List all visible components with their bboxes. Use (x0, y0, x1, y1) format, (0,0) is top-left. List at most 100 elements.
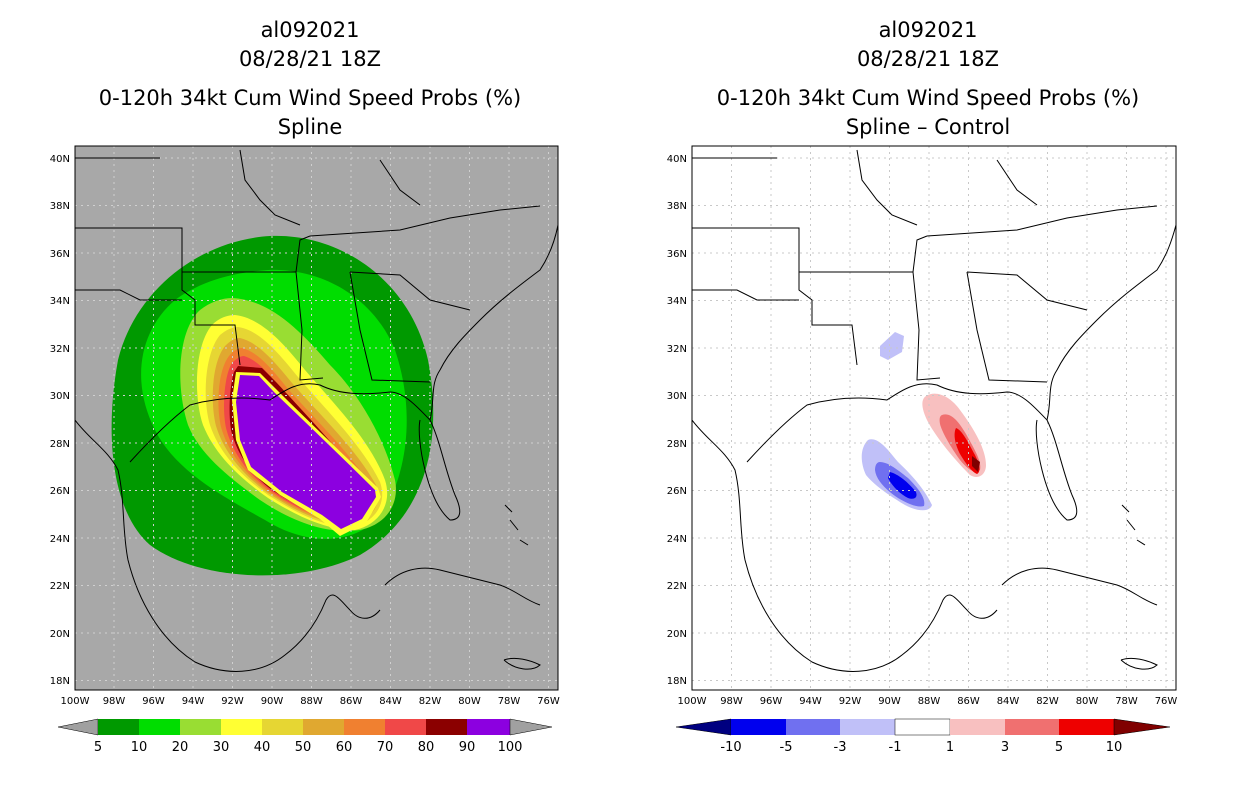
left-colorbar-label: 10 (131, 740, 148, 755)
lat-label: 32N (50, 344, 70, 355)
lon-label: 86W (340, 696, 363, 707)
right-colorbar-box (950, 719, 1005, 735)
lon-label: 90W (261, 696, 284, 707)
left-colorbar-label: 30 (213, 740, 230, 755)
right-datetime: 08/28/21 18Z (856, 47, 1000, 71)
right-colorbar-label: 10 (1106, 740, 1123, 755)
lat-label: 22N (667, 581, 687, 592)
lon-label: 94W (799, 696, 822, 707)
right-colorbar-label: 1 (946, 740, 954, 755)
left-gridlines (75, 146, 558, 690)
right-storm-id: al092021 (878, 18, 978, 42)
lat-label: 34N (667, 296, 687, 307)
left-colorbar-label: 100 (498, 740, 523, 755)
lat-label: 20N (667, 629, 687, 640)
left-lat-labels: 40N 38N 36N 34N 32N 30N 28N 26N 24N 22N … (50, 154, 70, 687)
lon-label: 100W (61, 696, 90, 707)
right-lon-labels: 100W 98W 96W 94W 92W 90W 88W 86W 84W 82W… (678, 696, 1178, 707)
lon-label: 90W (878, 696, 901, 707)
left-colorbar-label: 40 (254, 740, 271, 755)
lon-label: 98W (720, 696, 743, 707)
diff-positive-10 (972, 456, 980, 472)
right-colorbar-label: 5 (1055, 740, 1063, 755)
lon-label: 84W (379, 696, 402, 707)
lat-label: 26N (667, 486, 687, 497)
left-colorbar-label: 70 (377, 740, 394, 755)
lat-label: 28N (50, 439, 70, 450)
left-colorbar-label: 50 (295, 740, 312, 755)
lon-label: 86W (957, 696, 980, 707)
lat-label: 20N (50, 629, 70, 640)
left-coastlines (75, 224, 558, 672)
lat-label: 40N (667, 154, 687, 165)
lat-label: 34N (50, 296, 70, 307)
lat-label: 24N (50, 534, 70, 545)
right-colorbar-high-arrow (1113, 718, 1171, 736)
lat-label: 26N (50, 486, 70, 497)
lon-label: 88W (300, 696, 323, 707)
left-product: 0-120h 34kt Cum Wind Speed Probs (%) (98, 86, 522, 110)
lat-label: 30N (50, 391, 70, 402)
right-title: al092021 08/28/21 18Z 0-120h 34kt Cum Wi… (648, 16, 1208, 142)
lat-label: 32N (667, 344, 687, 355)
left-method: Spline (277, 115, 343, 139)
lat-label: 40N (50, 154, 70, 165)
left-datetime: 08/28/21 18Z (238, 47, 382, 71)
left-colorbar-low-arrow (57, 718, 99, 736)
left-colorbar-label: 5 (94, 740, 102, 755)
diff-negative-5 (888, 472, 917, 499)
right-product: 0-120h 34kt Cum Wind Speed Probs (%) (716, 86, 1140, 110)
lon-label: 80W (458, 696, 481, 707)
right-lat-labels: 40N 38N 36N 34N 32N 30N 28N 26N 24N 22N … (667, 154, 687, 687)
right-colorbar-box (894, 718, 951, 736)
lat-label: 18N (667, 676, 687, 687)
left-colorbar-box (303, 719, 344, 735)
lon-label: 98W (103, 696, 126, 707)
right-colorbar-box (731, 719, 786, 735)
right-colorbar-label: -3 (834, 740, 847, 755)
lon-label: 80W (1076, 696, 1099, 707)
right-gridlines (692, 146, 1176, 690)
lat-label: 22N (50, 581, 70, 592)
left-map-frame (74, 145, 559, 691)
lon-label: 78W (498, 696, 521, 707)
lon-label: 100W (678, 696, 707, 707)
right-difference-contours (861, 332, 986, 511)
lon-label: 94W (182, 696, 205, 707)
lat-label: 18N (50, 676, 70, 687)
right-colorbar-box (840, 719, 895, 735)
right-colorbar-box (1005, 719, 1059, 735)
left-colorbar-high-arrow (509, 718, 553, 736)
lat-label: 36N (50, 249, 70, 260)
left-colorbar-box (98, 719, 139, 735)
left-colorbar-box (139, 719, 180, 735)
lat-label: 24N (667, 534, 687, 545)
lon-label: 82W (419, 696, 442, 707)
left-colorbar-box (262, 719, 303, 735)
left-lon-labels: 100W 98W 96W 94W 92W 90W 88W 86W 84W 82W… (61, 696, 560, 707)
lon-label: 78W (1115, 696, 1138, 707)
right-coastlines (692, 224, 1176, 672)
left-colorbar-box (180, 719, 221, 735)
lon-label: 76W (537, 696, 560, 707)
left-colorbar-label: 80 (418, 740, 435, 755)
left-colorbar-label: 90 (459, 740, 476, 755)
right-colorbar-label: -1 (889, 740, 902, 755)
lon-label: 88W (918, 696, 941, 707)
lon-label: 84W (997, 696, 1020, 707)
right-colorbar: -10 -5 -3 -1 1 3 5 10 (675, 718, 1171, 755)
left-colorbar-box (385, 719, 426, 735)
right-method: Spline – Control (845, 115, 1011, 139)
left-colorbar: 5 10 20 30 40 50 60 70 80 90 100 (57, 718, 553, 755)
lon-label: 92W (221, 696, 244, 707)
right-colorbar-box (786, 719, 840, 735)
lat-label: 30N (667, 391, 687, 402)
right-colorbar-label: -5 (780, 740, 793, 755)
lon-label: 76W (1155, 696, 1178, 707)
lat-label: 36N (667, 249, 687, 260)
right-colorbar-low-arrow (675, 718, 732, 736)
left-colorbar-box (426, 719, 467, 735)
diff-negative-north (880, 332, 904, 360)
left-borders (75, 149, 541, 383)
left-map: 40N 38N 36N 34N 32N 30N 28N 26N 24N 22N … (50, 145, 560, 707)
